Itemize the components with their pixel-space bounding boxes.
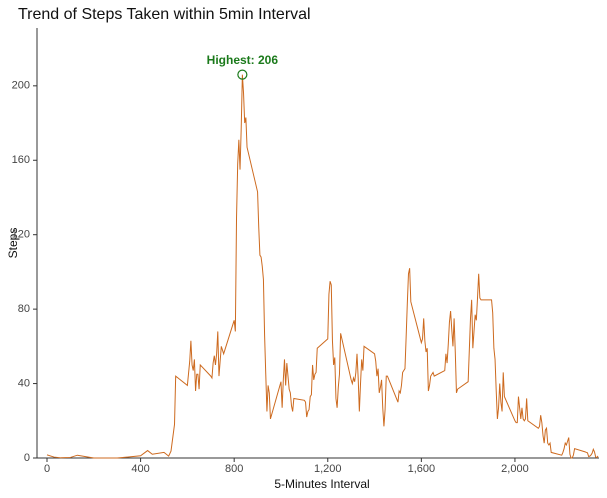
highlight-label: Highest: 206 [207,53,279,67]
y-tick-label: 120 [12,229,30,241]
highlight-marker [237,69,248,80]
y-tick-label: 0 [24,452,30,464]
x-tick-label: 1,600 [408,463,436,475]
y-axis-title: Steps [6,228,20,259]
y-tick-label: 80 [18,303,30,315]
x-axis-title: 5-Minutes Interval [274,477,369,491]
x-tick-label: 2,000 [501,463,529,475]
x-tick-label: 0 [44,463,50,475]
data-line [46,74,599,459]
x-tick-label: 1,200 [314,463,342,475]
x-tick-label: 400 [131,463,149,475]
chart-title: Trend of Steps Taken within 5min Interva… [18,6,311,23]
y-tick-label: 160 [12,154,30,166]
y-tick-label: 40 [18,377,30,389]
y-tick-label: 200 [12,80,30,92]
x-tick-label: 800 [225,463,243,475]
